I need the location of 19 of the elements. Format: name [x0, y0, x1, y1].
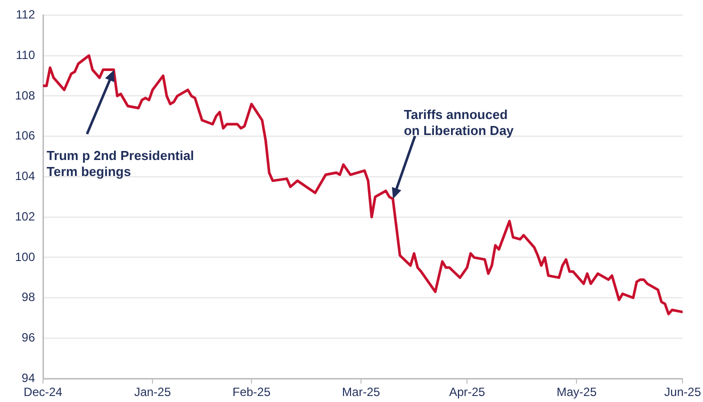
- x-tick-label: Jun-25: [664, 385, 702, 400]
- x-tick-label: Dec-24: [24, 385, 63, 400]
- annotation: Trum p 2nd Presidential Term begings: [46, 148, 194, 179]
- y-tick-label: 100: [14, 250, 36, 264]
- x-tick-label: Mar-25: [342, 385, 380, 400]
- x-tick-label: Apr-25: [449, 385, 486, 400]
- x-tick-label: May-25: [556, 385, 597, 400]
- y-tick-label: 112: [16, 8, 36, 22]
- annotation: Tariffs annouced on Liberation Day: [404, 106, 514, 138]
- y-tick-label: 108: [14, 88, 36, 102]
- y-tick-label: 96: [22, 330, 36, 345]
- x-tick-label: Feb-25: [232, 385, 271, 400]
- y-tick-label: 98: [22, 290, 36, 304]
- x-tick-label: Jan-25: [134, 385, 172, 400]
- y-tick-label: 102: [14, 209, 36, 224]
- y-tick-label: 110: [16, 48, 36, 62]
- y-tick-label: 106: [14, 128, 36, 143]
- y-tick-label: 94: [22, 370, 36, 385]
- y-tick-label: 104: [14, 169, 36, 184]
